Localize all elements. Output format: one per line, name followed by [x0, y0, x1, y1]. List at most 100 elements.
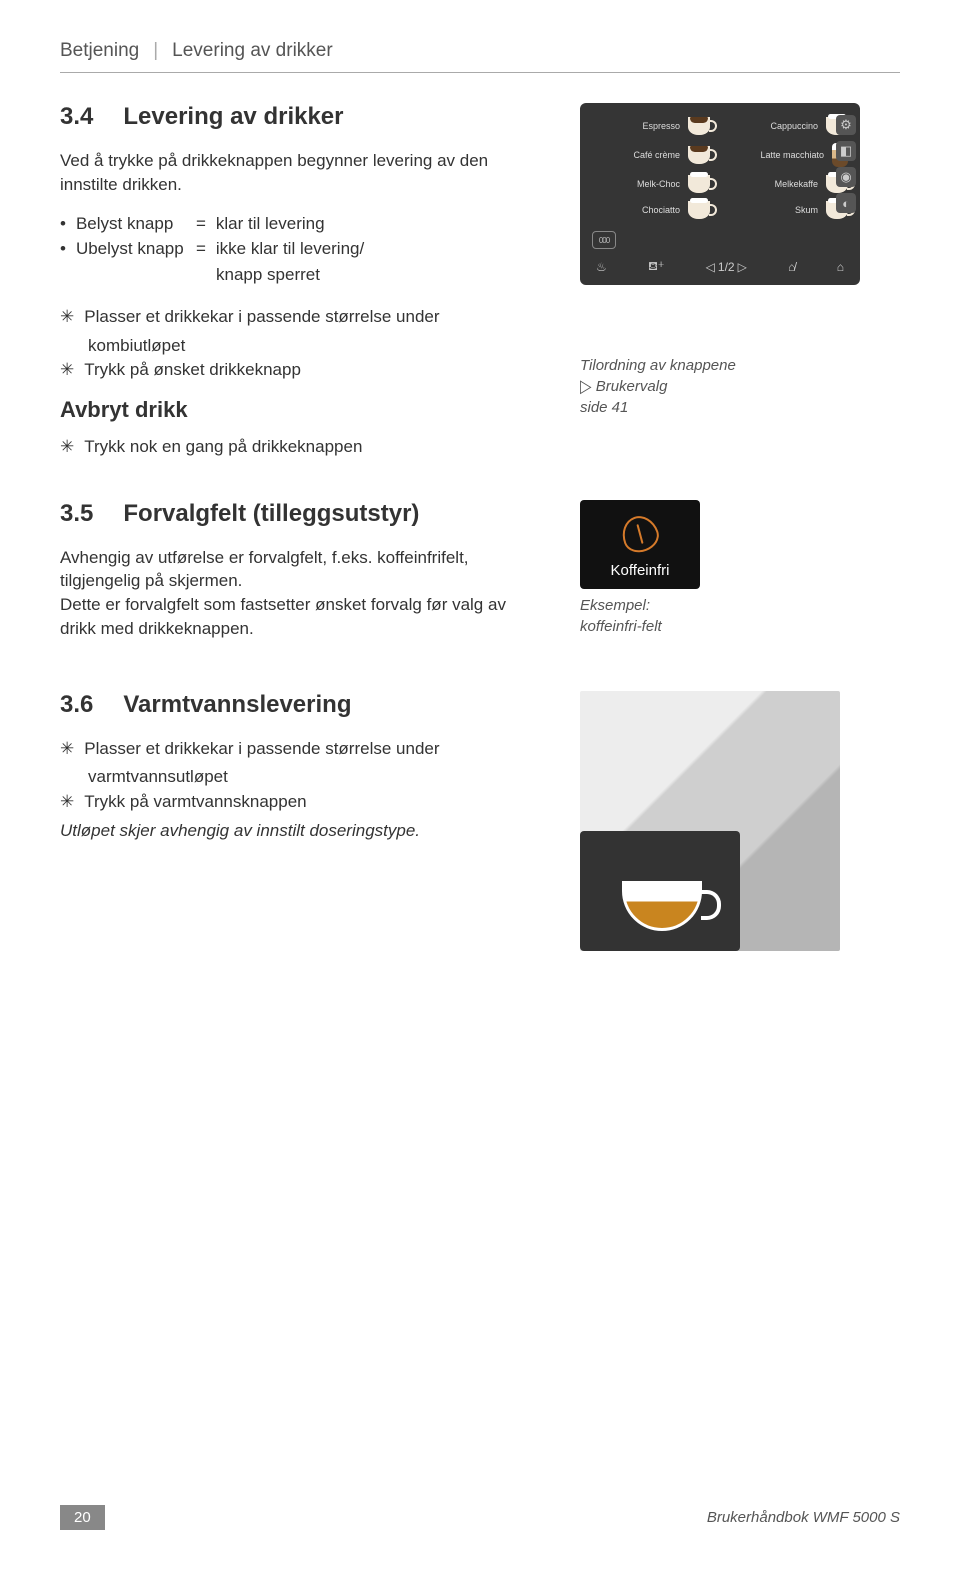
section-3-6-text: 3.6 Varmtvannslevering ✳ Plasser et drik…	[60, 691, 540, 951]
section-3-5-para: Avhengig av utførelse er forvalgfelt, f.…	[60, 546, 540, 641]
aside-eksempel-2: koffeinfri-felt	[580, 616, 900, 637]
drink-button[interactable]: Latte macchiato	[730, 143, 848, 167]
section-3-5-aside: Koffeinfri Eksempel: koffeinfri-felt	[580, 500, 900, 655]
home-icon[interactable]: ⌂	[837, 260, 844, 274]
star-icon: ✳	[60, 737, 74, 762]
section-3-6-note: Utløpet skjer avhengig av innstilt doser…	[60, 819, 540, 843]
drink-button[interactable]: Chociatto	[592, 201, 710, 219]
size-icon[interactable]: ◐	[836, 193, 856, 213]
drink-label: Cappuccino	[730, 121, 818, 131]
step-1-text: Plasser et drikkekar i passende størrels…	[84, 305, 439, 330]
step-1-text: Plasser et drikkekar i passende størrels…	[84, 737, 439, 762]
aside-line-1: Tilordning av knappene	[580, 355, 900, 376]
star-icon: ✳	[60, 358, 74, 383]
page-number: 20	[60, 1505, 105, 1530]
chevron-left-icon: ◁	[706, 260, 715, 274]
section-number: 3.4	[60, 103, 93, 131]
drink-label: Melk-Choc	[592, 179, 680, 189]
aside-line-3: side 41	[580, 397, 900, 418]
grinder-icon[interactable]: ⚙	[836, 115, 856, 135]
drink-label: Melkekaffe	[730, 179, 818, 189]
section-number: 3.6	[60, 691, 93, 719]
avbryt-step-text: Trykk nok en gang på drikkeknappen	[84, 435, 362, 460]
chevron-right-icon: ▷	[738, 260, 747, 274]
drink-button[interactable]: Skum	[730, 201, 848, 219]
milk-icon[interactable]: ◧	[836, 141, 856, 161]
section-3-4-text: 3.4 Levering av drikker Ved å trykke på …	[60, 103, 540, 464]
step-1-cont: kombiutløpet	[88, 334, 540, 359]
step-1: ✳ Plasser et drikkekar i passende større…	[60, 737, 540, 762]
bullet-icon: •	[60, 211, 66, 237]
ubelyst-label: Ubelyst knapp	[76, 236, 186, 262]
step-2-text: Trykk på ønsket drikkeknapp	[84, 358, 301, 383]
pin-icon[interactable]: 000	[592, 231, 616, 249]
cup-icon	[688, 117, 710, 135]
drink-button[interactable]: Cappuccino	[730, 117, 848, 135]
star-icon: ✳	[60, 435, 74, 460]
section-number: 3.5	[60, 500, 93, 528]
aside-tilordning: Tilordning av knappene ▷ Brukervalg side…	[580, 355, 900, 418]
triangle-icon: ▷	[580, 374, 592, 399]
footer-title: Brukerhåndbok WMF 5000 S	[707, 1509, 900, 1526]
step-1: ✳ Plasser et drikkekar i passende større…	[60, 305, 540, 330]
drink-label: Chociatto	[592, 205, 680, 215]
steam-icon[interactable]: ♨	[596, 260, 607, 274]
cup-icon	[688, 146, 710, 164]
section-3-6: 3.6 Varmtvannslevering ✳ Plasser et drik…	[60, 691, 900, 951]
section-3-6-heading: 3.6 Varmtvannslevering	[60, 691, 540, 719]
equals: =	[196, 236, 206, 262]
hot-water-photo	[580, 691, 840, 951]
koffeinfri-badge[interactable]: Koffeinfri	[580, 500, 700, 589]
drink-selection-panel: Espresso Cappuccino Café crème Latte macchi…	[580, 103, 860, 285]
section-3-5-text: 3.5 Forvalgfelt (tilleggsutstyr) Avhengi…	[60, 500, 540, 655]
step-2: ✳ Trykk på varmtvannsknappen	[60, 790, 540, 815]
drink-button[interactable]: Café crème	[592, 143, 710, 167]
section-3-4-aside: Espresso Cappuccino Café crème Latte macchi…	[580, 103, 900, 464]
section-3-6-aside	[580, 691, 900, 951]
step-2-text: Trykk på varmtvannsknappen	[84, 790, 306, 815]
pager[interactable]: ◁ 1/2 ▷	[706, 260, 747, 274]
star-icon: ✳	[60, 790, 74, 815]
section-3-4: 3.4 Levering av drikker Ved å trykke på …	[60, 103, 900, 464]
bullet-icon: •	[60, 236, 66, 262]
jug-side-icon[interactable]: ◉	[836, 167, 856, 187]
section-3-4-intro: Ved å trykke på drikkeknappen begynner l…	[60, 149, 540, 197]
drink-grid: Espresso Cappuccino Café crème Latte macchi…	[592, 117, 848, 219]
avbryt-heading: Avbryt drikk	[60, 397, 540, 423]
drink-label: Espresso	[592, 121, 680, 131]
koffeinfri-label: Koffeinfri	[588, 562, 692, 579]
jug-icon[interactable]: ⛾⁺	[648, 259, 664, 275]
aside-line-2: ▷ Brukervalg	[580, 376, 900, 397]
eco-icon[interactable]: ⌂̸	[788, 260, 795, 274]
drink-button[interactable]: Melkekaffe	[730, 175, 848, 193]
cup-icon	[688, 175, 710, 193]
step-2: ✳ Trykk på ønsket drikkeknapp	[60, 358, 540, 383]
page-header: Betjening | Levering av drikker	[60, 40, 900, 73]
ubelyst-value-1: ikke klar til levering/	[216, 236, 364, 262]
drink-button[interactable]: Melk-Choc	[592, 175, 710, 193]
section-3-5: 3.5 Forvalgfelt (tilleggsutstyr) Avhengi…	[60, 500, 900, 655]
coffee-bean-icon	[617, 511, 663, 557]
section-title: Varmtvannslevering	[123, 691, 351, 719]
pin-row: 000	[592, 231, 848, 249]
page-footer: 20 Brukerhåndbok WMF 5000 S	[60, 1505, 900, 1530]
section-title: Forvalgfelt (tilleggsutstyr)	[123, 500, 419, 528]
side-controls: ⚙ ◧ ◉ ◐	[836, 115, 856, 213]
step-1-cont: varmtvannsutløpet	[88, 765, 540, 790]
section-3-5-heading: 3.5 Forvalgfelt (tilleggsutstyr)	[60, 500, 540, 528]
drink-label: Café crème	[592, 150, 680, 160]
breadcrumb-separator: |	[153, 40, 158, 62]
ubelyst-line: • Ubelyst knapp = ikke klar til levering…	[60, 236, 540, 262]
belyst-line: • Belyst knapp = klar til levering	[60, 211, 540, 237]
aside-eksempel: Eksempel: koffeinfri-felt	[580, 595, 900, 637]
aside-eksempel-1: Eksempel:	[580, 595, 900, 616]
ubelyst-value-2: knapp sperret	[216, 262, 540, 288]
page-indicator: 1/2	[718, 260, 735, 274]
panel-bottom-bar: ♨ ⛾⁺ ◁ 1/2 ▷ ⌂̸ ⌂	[592, 259, 848, 275]
equals: =	[196, 211, 206, 237]
drink-label: Skum	[730, 205, 818, 215]
belyst-label: Belyst knapp	[76, 211, 186, 237]
cup-icon	[688, 201, 710, 219]
drink-button[interactable]: Espresso	[592, 117, 710, 135]
breadcrumb-2: Levering av drikker	[172, 40, 333, 62]
